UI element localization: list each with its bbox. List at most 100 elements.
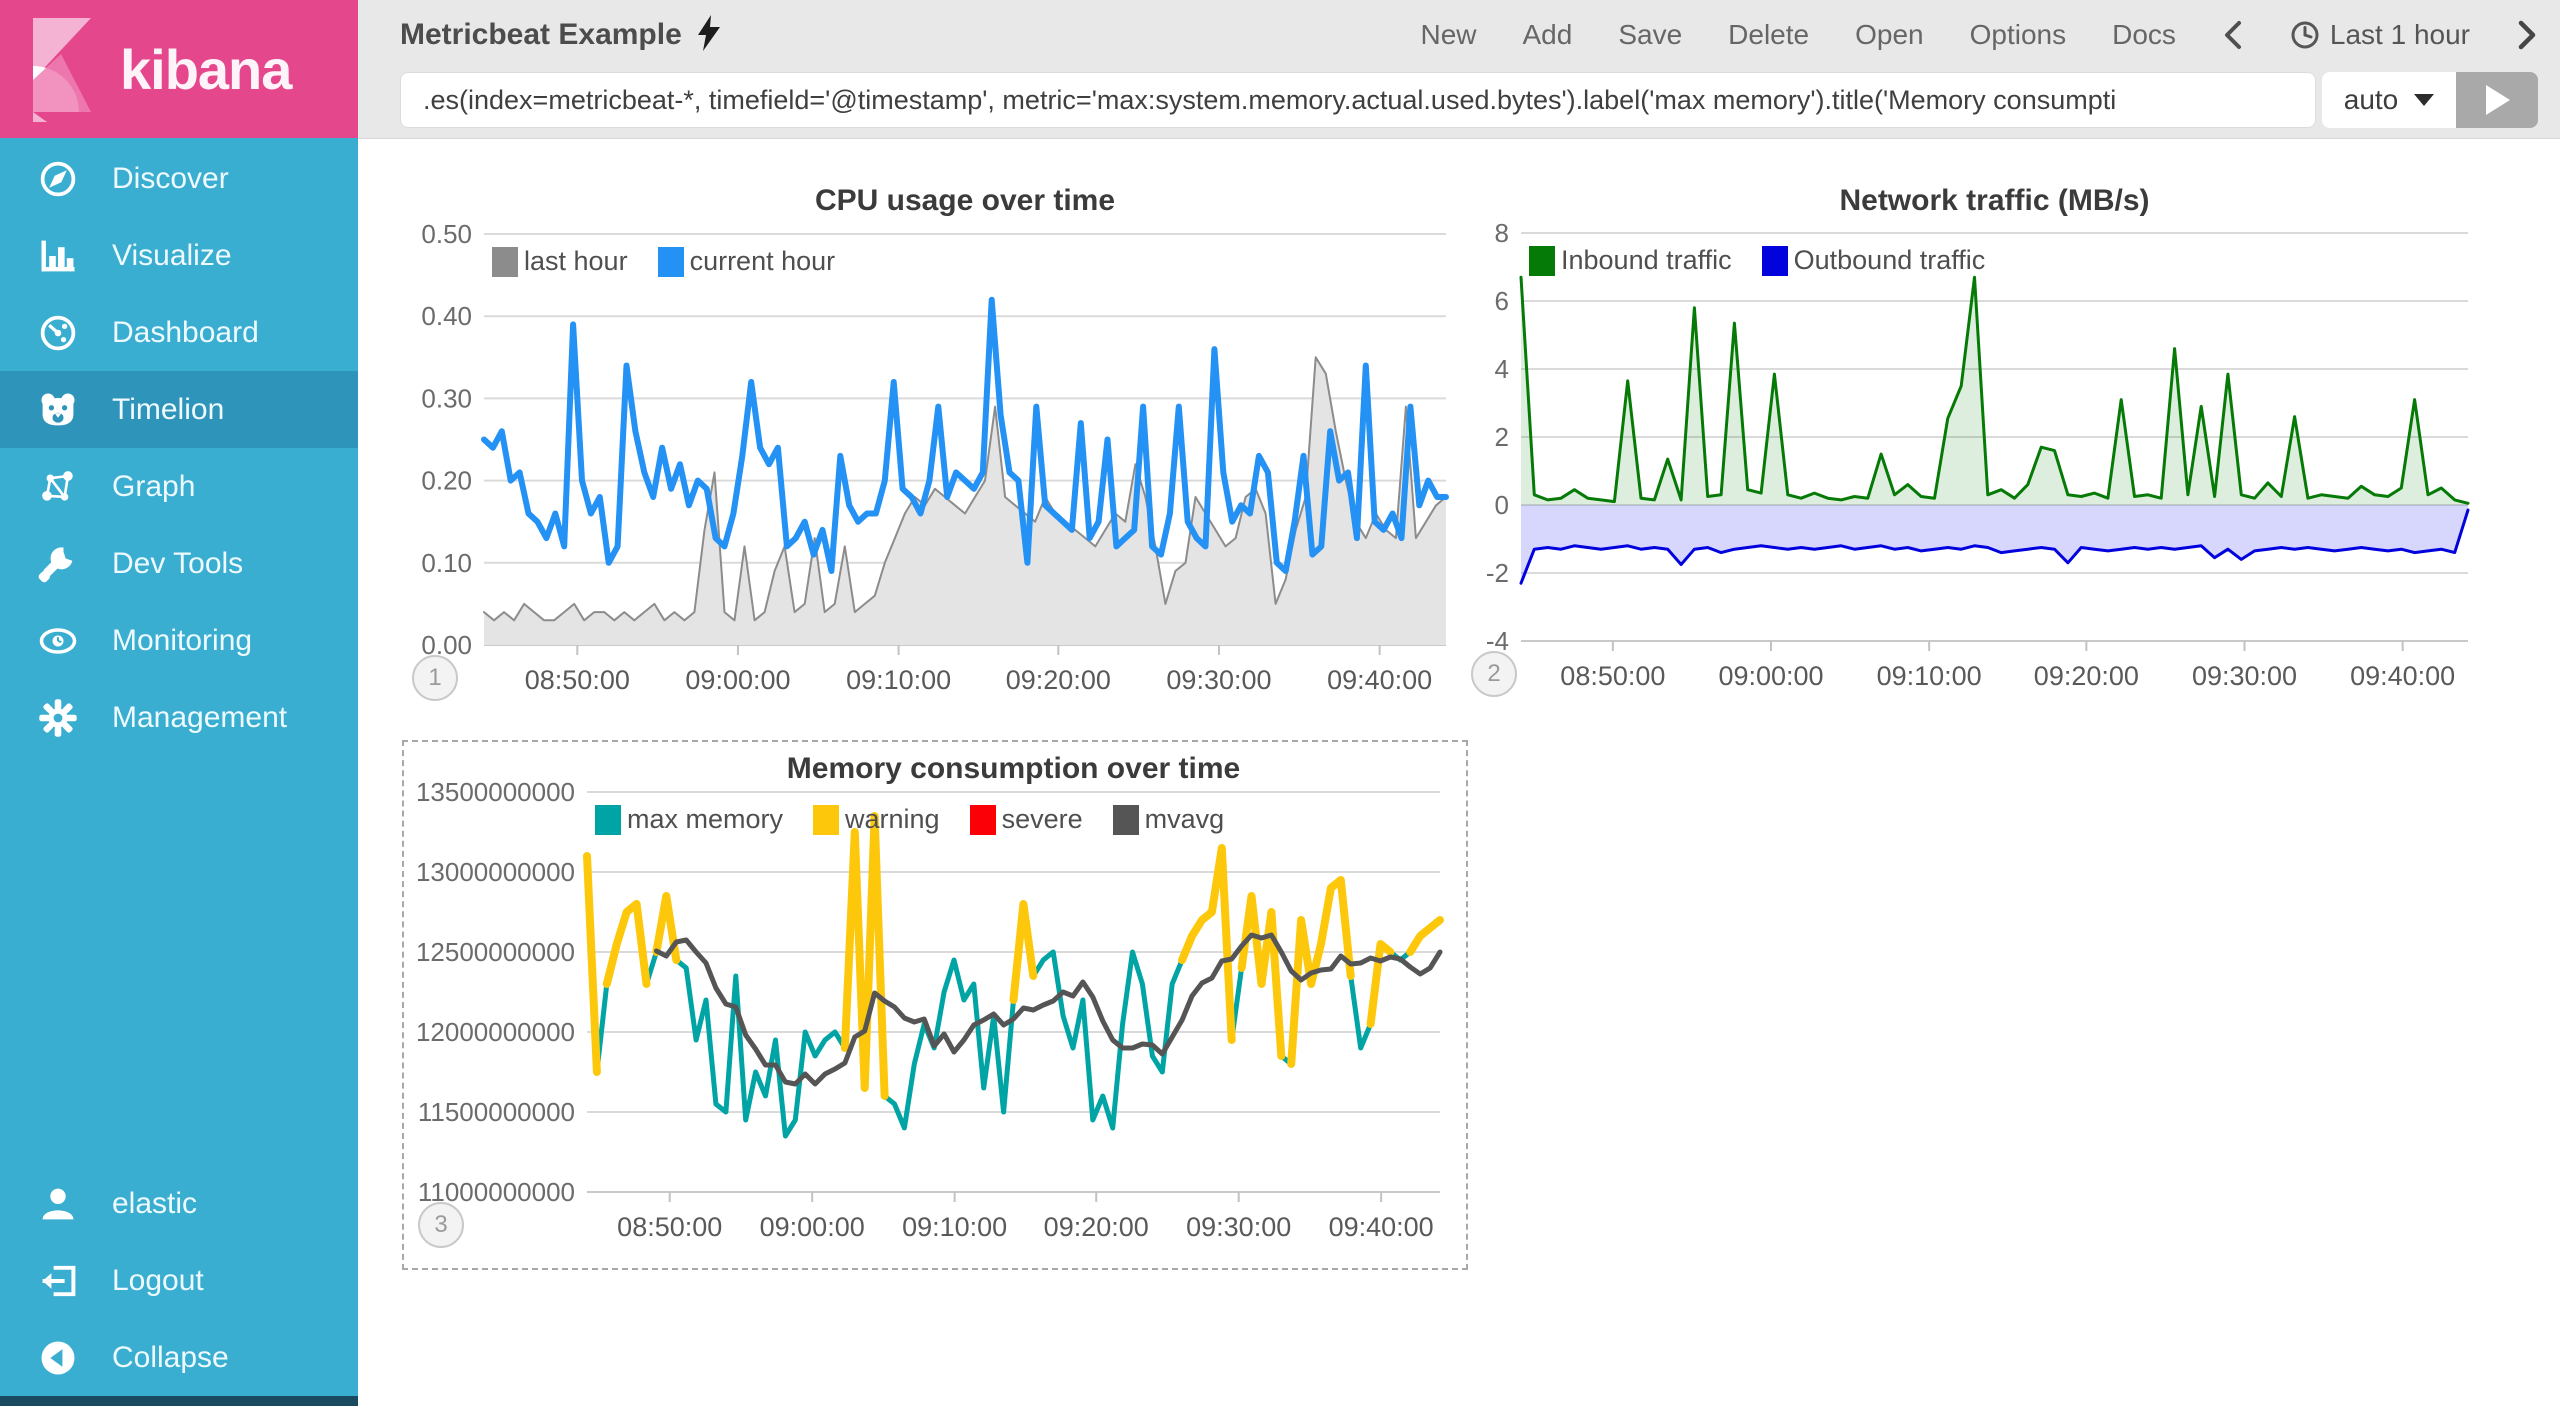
- gear-icon: [36, 696, 80, 740]
- legend-item-max-memory: max memory: [595, 804, 783, 835]
- sidebar-item-label: Dashboard: [112, 315, 259, 349]
- run-query-button[interactable]: [2456, 72, 2538, 128]
- time-forward-button[interactable]: [2516, 19, 2538, 51]
- add-button[interactable]: Add: [1522, 19, 1573, 50]
- svg-text:09:30:00: 09:30:00: [2192, 661, 2297, 691]
- svg-text:09:00:00: 09:00:00: [1718, 661, 1823, 691]
- svg-text:0: 0: [1495, 490, 1509, 520]
- chart-title: Network traffic (MB/s): [1839, 184, 2150, 217]
- legend-item-outbound: Outbound traffic: [1761, 245, 1985, 276]
- chart-legend: Inbound traffic Outbound traffic: [1529, 245, 1985, 276]
- svg-text:09:20:00: 09:20:00: [2034, 661, 2139, 691]
- sidebar: kibana Discover Visualize Dashboard: [0, 0, 358, 1406]
- save-button[interactable]: Save: [1618, 19, 1683, 50]
- svg-text:-4: -4: [1486, 626, 1509, 656]
- svg-text:0.50: 0.50: [421, 219, 472, 249]
- legend-item-current-hour: current hour: [657, 246, 835, 277]
- svg-text:09:40:00: 09:40:00: [1327, 665, 1432, 695]
- interval-value: auto: [2343, 84, 2399, 115]
- docs-button[interactable]: Docs: [2112, 19, 2176, 50]
- network-traffic-plot[interactable]: 8 6 4 2 0 -2 -4 08:50:00 09:00:00 09:10:00 09:20:0…: [1468, 168, 2548, 716]
- sidebar-item-collapse[interactable]: Collapse: [0, 1319, 358, 1396]
- sidebar-item-management[interactable]: Management: [0, 679, 358, 756]
- clock-icon: [2291, 21, 2319, 49]
- legend-swatch: [595, 804, 621, 835]
- chart-index-badge: 2: [1471, 651, 1517, 697]
- kibana-logo[interactable]: kibana: [0, 0, 358, 138]
- svg-text:13500000000: 13500000000: [416, 777, 575, 807]
- svg-text:09:20:00: 09:20:00: [1006, 665, 1111, 695]
- chart-index-badge: 3: [418, 1202, 464, 1248]
- sidebar-item-label: Visualize: [112, 238, 232, 272]
- chart-legend: max memory warning severe mvavg: [595, 804, 1224, 835]
- time-back-button[interactable]: [2222, 19, 2244, 51]
- sidebar-item-label: Management: [112, 700, 288, 734]
- legend-swatch: [492, 246, 518, 277]
- legend-item-inbound: Inbound traffic: [1529, 245, 1732, 276]
- top-bar: Metricbeat Example New Add Save Delete O…: [358, 0, 2560, 139]
- dashboard-icon: [36, 311, 80, 355]
- sidebar-nav: Discover Visualize Dashboard Timelion: [0, 140, 358, 756]
- chart-legend: last hour current hour: [492, 246, 835, 277]
- svg-text:12500000000: 12500000000: [416, 937, 575, 967]
- sidebar-footer: elastic Logout Collapse: [0, 1165, 358, 1396]
- memory-consumption-chart-panel[interactable]: 13500000000 13000000000 12500000000 1200000…: [402, 740, 1468, 1270]
- svg-text:09:10:00: 09:10:00: [1877, 661, 1982, 691]
- timelion-expression-input[interactable]: [400, 72, 2316, 128]
- sidebar-item-timelion[interactable]: Timelion: [0, 371, 358, 448]
- svg-text:8: 8: [1495, 218, 1509, 248]
- options-button[interactable]: Options: [1969, 19, 2067, 50]
- eye-icon: [36, 619, 80, 663]
- delete-button[interactable]: Delete: [1728, 19, 1810, 50]
- logout-icon: [36, 1259, 80, 1303]
- sidebar-item-dashboard[interactable]: Dashboard: [0, 294, 358, 371]
- sidebar-bottom-strip: [0, 1396, 358, 1406]
- lion-icon: [36, 388, 80, 432]
- svg-text:09:00:00: 09:00:00: [760, 1212, 865, 1242]
- bar-chart-icon: [36, 234, 80, 278]
- svg-text:6: 6: [1495, 286, 1509, 316]
- sidebar-item-dev-tools[interactable]: Dev Tools: [0, 525, 358, 602]
- new-button[interactable]: New: [1420, 19, 1477, 50]
- time-picker[interactable]: Last 1 hour: [2290, 19, 2470, 51]
- lightning-bolt-icon[interactable]: [696, 14, 722, 56]
- open-button[interactable]: Open: [1855, 19, 1924, 50]
- wrench-icon: [36, 542, 80, 586]
- svg-text:09:10:00: 09:10:00: [846, 665, 951, 695]
- legend-swatch: [813, 804, 840, 835]
- sidebar-item-label: Collapse: [112, 1340, 229, 1374]
- collapse-icon: [36, 1336, 80, 1380]
- svg-text:08:50:00: 08:50:00: [1560, 661, 1665, 691]
- page-title: Metricbeat Example: [400, 18, 682, 51]
- sidebar-item-label: elastic: [112, 1186, 198, 1220]
- memory-consumption-plot[interactable]: 13500000000 13000000000 12500000000 1200000…: [404, 742, 1466, 1268]
- legend-swatch: [969, 804, 996, 835]
- svg-text:09:20:00: 09:20:00: [1044, 1212, 1149, 1242]
- kibana-logo-icon: [33, 18, 91, 122]
- user-icon: [36, 1182, 80, 1226]
- sidebar-item-label: Monitoring: [112, 623, 253, 657]
- query-row: auto: [400, 72, 2538, 128]
- sidebar-item-logout[interactable]: Logout: [0, 1242, 358, 1319]
- svg-text:4: 4: [1495, 354, 1509, 384]
- sidebar-item-monitoring[interactable]: Monitoring: [0, 602, 358, 679]
- network-traffic-chart-panel[interactable]: 8 6 4 2 0 -2 -4 08:50:00 09:00:00 09:10:00 09:20:0…: [1468, 168, 2548, 716]
- legend-item-warning: warning: [813, 804, 940, 835]
- sidebar-item-user[interactable]: elastic: [0, 1165, 358, 1242]
- svg-text:12000000000: 12000000000: [416, 1017, 575, 1047]
- svg-text:09:10:00: 09:10:00: [902, 1212, 1007, 1242]
- interval-select[interactable]: auto: [2322, 72, 2456, 128]
- graph-icon: [36, 465, 80, 509]
- sidebar-item-visualize[interactable]: Visualize: [0, 217, 358, 294]
- toolbar-menu: New Add Save Delete Open Options Docs La…: [1420, 19, 2538, 51]
- sidebar-item-graph[interactable]: Graph: [0, 448, 358, 525]
- svg-text:0.40: 0.40: [421, 301, 472, 331]
- svg-text:08:50:00: 08:50:00: [525, 665, 630, 695]
- kibana-wordmark: kibana: [120, 37, 292, 101]
- sidebar-item-discover[interactable]: Discover: [0, 140, 358, 217]
- chevron-down-icon: [2414, 94, 2435, 106]
- sidebar-item-label: Logout: [112, 1263, 204, 1297]
- cpu-usage-chart-panel[interactable]: 0.50 0.40 0.30 0.20 0.10 0.00 08:50:00 09:00:00…: [395, 168, 1457, 716]
